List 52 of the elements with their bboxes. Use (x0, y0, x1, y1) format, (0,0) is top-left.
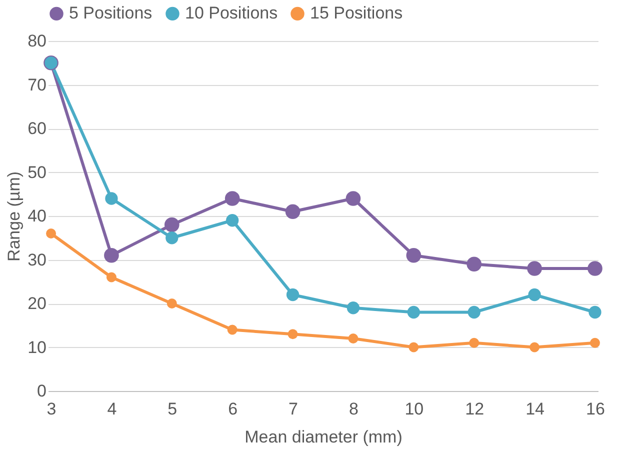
point (468, 306, 480, 319)
point (527, 261, 542, 276)
point (406, 248, 422, 263)
point (588, 261, 602, 276)
point (348, 334, 358, 344)
point (288, 329, 298, 340)
y-tick-label: 30 (28, 250, 46, 270)
point (226, 214, 239, 227)
point (285, 204, 300, 220)
point (166, 298, 177, 308)
point (590, 338, 600, 348)
x-tick-label: 14 (526, 400, 544, 418)
y-tick-label: 50 (28, 162, 46, 182)
point (528, 288, 541, 302)
y-axis-title: Range (µm) (4, 171, 24, 262)
point (105, 192, 118, 205)
x-axis-title: Mean diameter (mm) (244, 428, 402, 446)
point (408, 342, 419, 352)
point (407, 306, 420, 319)
x-tick-label: 5 (168, 400, 178, 418)
point (469, 338, 480, 348)
point (166, 232, 178, 244)
y-tick-label: 20 (28, 294, 46, 313)
y-tick-label: 80 (28, 32, 46, 50)
legend-label: 15 Positions (310, 4, 403, 23)
y-tick-label: 10 (28, 338, 46, 357)
y-tick-label: 40 (28, 206, 46, 226)
x-tick-label: 12 (465, 400, 484, 418)
legend-label: 5 Positions (69, 4, 152, 23)
x-tick-label: 10 (404, 400, 424, 418)
x-tick-label: 3 (46, 400, 56, 418)
point (466, 256, 482, 272)
x-tick-label: 4 (107, 400, 117, 418)
point (104, 248, 119, 263)
y-tick-label: 70 (28, 75, 46, 94)
legend-label: 10 Positions (185, 4, 278, 23)
y-tick-label: 60 (28, 119, 46, 138)
y-tick-label: 0 (37, 382, 46, 400)
point (227, 324, 238, 335)
point (164, 217, 180, 232)
point (588, 306, 602, 319)
point (46, 228, 56, 238)
x-tick-label: 7 (288, 400, 298, 418)
x-tick-label: 16 (586, 400, 605, 418)
x-tick-label: 6 (228, 400, 238, 418)
point (530, 342, 540, 352)
point (106, 272, 116, 282)
point (224, 191, 240, 206)
point (346, 191, 361, 206)
point (286, 288, 300, 302)
x-tick-label: 8 (348, 400, 358, 418)
point (346, 302, 360, 314)
